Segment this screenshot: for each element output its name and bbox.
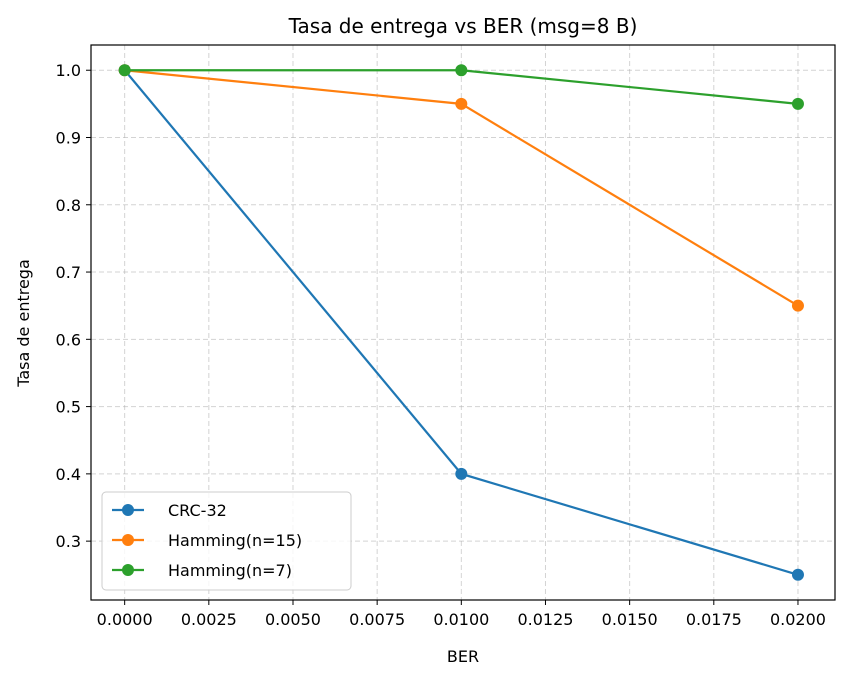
y-tick-label: 0.6 (56, 330, 81, 349)
data-point-hamming-n-7 (791, 97, 804, 110)
x-tick-label: 0.0100 (433, 610, 489, 629)
y-tick-label: 0.9 (56, 129, 81, 148)
data-point-crc-32 (455, 467, 468, 480)
x-tick-label: 0.0050 (265, 610, 321, 629)
y-tick-label: 0.5 (56, 398, 81, 417)
legend-label: Hamming(n=15) (168, 531, 302, 550)
y-tick-label: 1.0 (56, 61, 81, 80)
x-tick-label: 0.0075 (349, 610, 405, 629)
data-point-hamming-n-15 (455, 97, 468, 110)
x-tick-label: 0.0200 (770, 610, 826, 629)
data-point-hamming-n-15 (791, 299, 804, 312)
legend-swatch-marker (122, 504, 134, 516)
legend: CRC-32 Hamming(n=15) Hamming(n=7) (101, 491, 352, 591)
x-tick-label: 0.0125 (517, 610, 573, 629)
x-tick-label: 0.0150 (602, 610, 658, 629)
x-axis-label: BER (447, 647, 479, 666)
legend-box (101, 491, 352, 591)
legend-item: CRC-32 (112, 501, 227, 520)
legend-label: CRC-32 (168, 501, 227, 520)
y-tick-label: 0.3 (56, 532, 81, 551)
chart-title: Tasa de entrega vs BER (msg=8 B) (288, 14, 638, 38)
legend-label: Hamming(n=7) (168, 561, 292, 580)
plot-frame (90, 44, 836, 601)
legend-swatch-marker (122, 534, 134, 546)
data-point-crc-32 (791, 568, 804, 581)
legend-item: Hamming(n=7) (112, 561, 292, 580)
data-point-hamming-n-7 (455, 64, 468, 77)
x-tick-label: 0.0025 (181, 610, 237, 629)
x-tick-label: 0.0000 (97, 610, 153, 629)
y-axis-ticks: 0.3 0.4 0.5 0.6 0.7 0.8 0.9 1.0 (56, 61, 91, 551)
x-tick-label: 0.0175 (686, 610, 742, 629)
y-tick-label: 0.8 (56, 196, 81, 215)
legend-item: Hamming(n=15) (112, 531, 302, 550)
y-axis-label: Tasa de entrega (14, 259, 33, 388)
data-point-hamming-n-7 (118, 64, 131, 77)
y-tick-label: 0.7 (56, 263, 81, 282)
y-tick-label: 0.4 (56, 465, 81, 484)
series-group (118, 64, 804, 581)
legend-swatch-marker (122, 564, 134, 576)
x-axis-ticks: 0.0000 0.0025 0.0050 0.0075 0.0100 0.0125 0.01… (97, 600, 826, 629)
